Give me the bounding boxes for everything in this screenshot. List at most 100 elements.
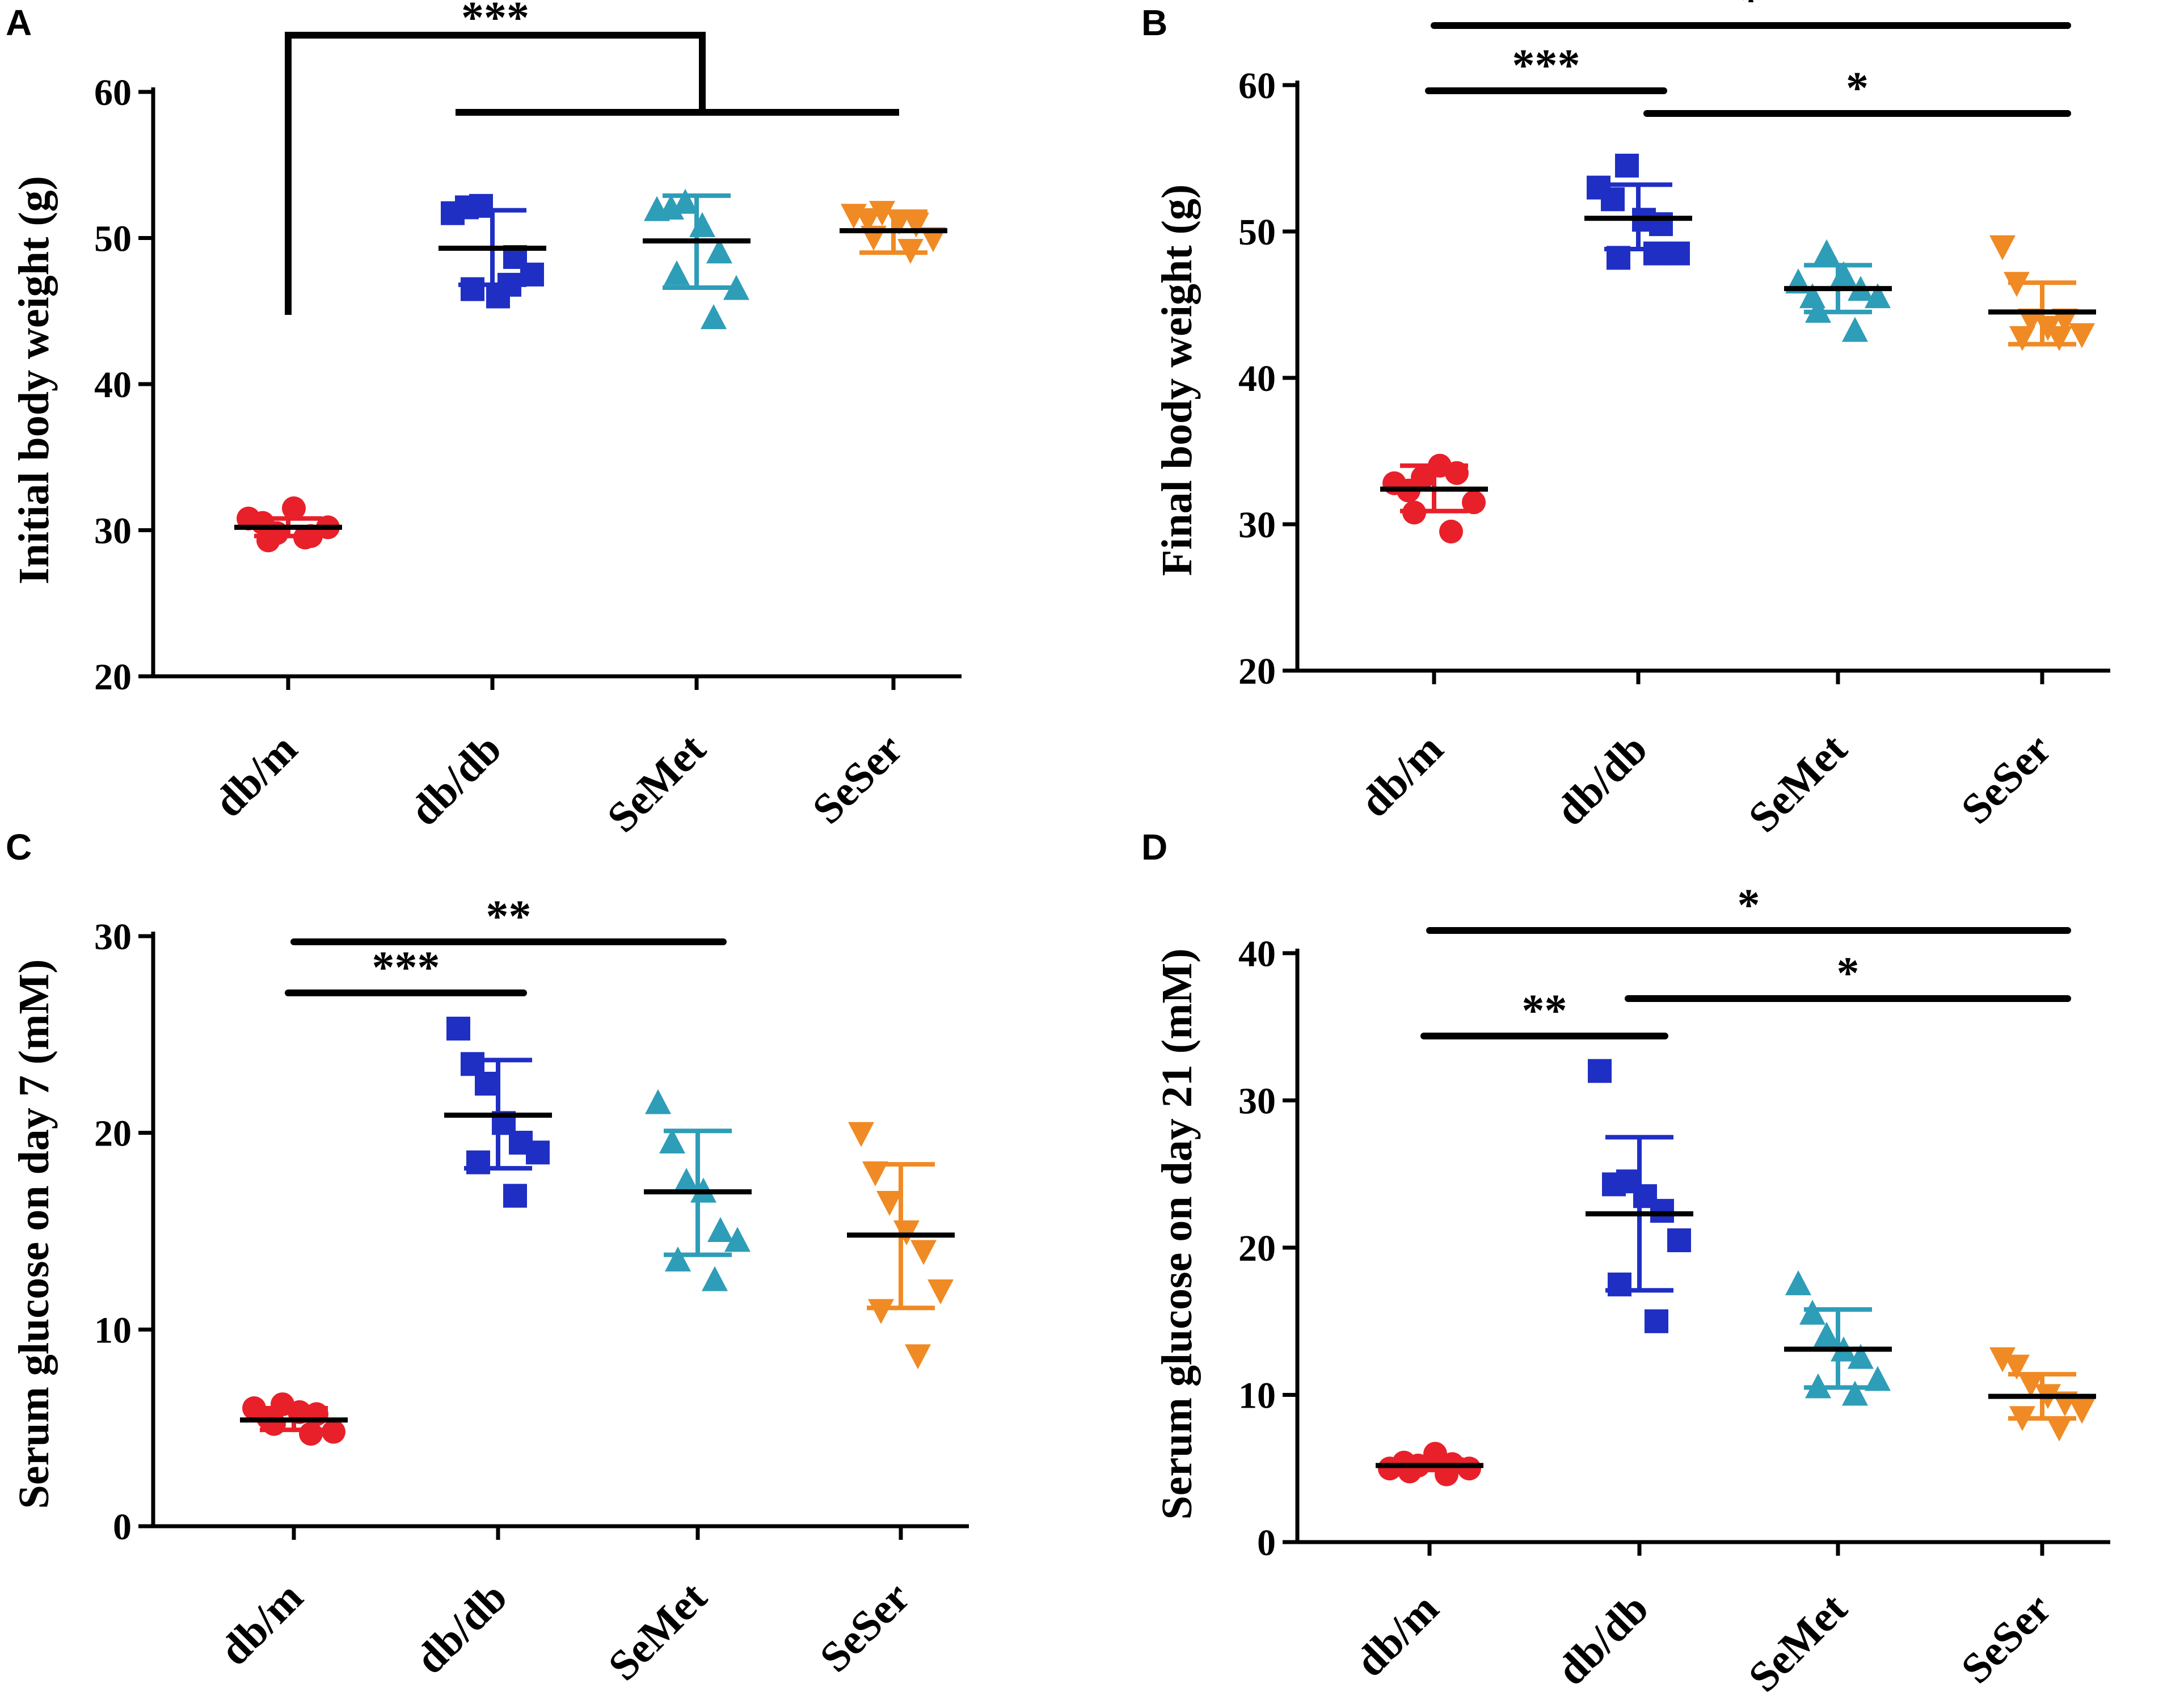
data-point [1989,235,2016,260]
data-point [2052,308,2078,334]
x-tick-label: SeMet [599,1573,716,1690]
data-point [2018,1372,2044,1397]
y-tick-label: 30 [94,916,132,958]
panel-letter-b: B [1141,2,1167,43]
data-point [469,193,493,218]
data-point [1462,490,1486,515]
data-point [1457,1456,1481,1481]
data-point [1601,187,1625,212]
data-point [1842,317,1868,342]
data-point [855,208,881,234]
data-point [910,1240,937,1265]
significance-annotations: *** [285,0,899,315]
series-semet [1784,1270,1892,1406]
panel-a: 20 30 40 50 60 db/m db/db SeMet SeSer *** [94,0,962,841]
y-axis-label-a: Initial body weight (g) [10,176,58,584]
y-tick-label: 30 [1238,504,1276,546]
data-point [1439,519,1463,544]
data-point [2069,323,2095,348]
y-axis-label-b: Final body weight (g) [1153,184,1201,576]
y-tick-label: 60 [1238,65,1276,107]
data-point [672,188,698,214]
significance-label: * [1738,881,1760,930]
significance-label: *** [461,0,529,43]
data-point [299,1422,323,1446]
data-point [848,1122,874,1147]
data-point [862,1161,888,1186]
significance-annotations: ***** [1425,0,2071,117]
data-point [262,1412,286,1436]
data-point [659,1128,685,1153]
data-point [1666,241,1690,266]
data-point [2069,1399,2095,1424]
series-db-m [234,496,342,553]
y-tick-label: 0 [1257,1522,1276,1564]
significance-label: *** [372,943,440,993]
data-point [903,212,929,238]
x-tick-label: SeSer [1952,725,2060,833]
data-point [1799,1299,1825,1325]
data-point [322,1420,345,1444]
data-point [2009,326,2035,351]
data-point [2004,1354,2030,1380]
data-point [1785,1270,1811,1295]
series-db-db [1584,153,1692,270]
series-seser [1988,1347,2096,1442]
data-point [707,1217,733,1242]
y-tick-label: 10 [94,1309,132,1351]
y-tick-label: 60 [94,72,132,113]
data-point [905,1344,931,1370]
y-tick-label: 20 [1238,651,1276,692]
significance-label: ** [1522,986,1567,1036]
data-point [446,1016,470,1041]
data-point [520,262,544,287]
data-point [282,496,306,520]
y-tick-label: 50 [94,218,132,260]
series-seser [847,1122,955,1370]
data-point [1588,1059,1612,1083]
data-point [664,260,690,285]
data-point [665,1247,691,1271]
data-point [1608,1272,1631,1296]
data-point [701,304,727,330]
significance-bracket [285,32,706,315]
data-point [1848,1344,1874,1369]
series-db-m [1376,1442,1483,1487]
data-point [475,1072,499,1096]
y-tick-label: 40 [94,364,132,406]
data-point [645,1089,671,1114]
y-tick-label: 0 [113,1506,132,1548]
series-semet [644,1089,752,1291]
data-point [927,1279,954,1304]
data-point [876,1191,903,1216]
data-point [689,212,715,237]
y-tick-label: 20 [1238,1228,1276,1269]
data-point [1814,1321,1840,1347]
data-point [702,1266,728,1291]
x-tick-label: SeSer [811,1573,919,1682]
x-tick-label: db/m [205,725,306,827]
x-tick-label: db/m [1346,1585,1448,1686]
data-point [706,238,732,264]
data-point [868,1299,894,1324]
significance-annotations: ***** [285,892,727,996]
data-point [920,227,946,252]
data-point [1989,1347,2016,1372]
data-point [723,275,749,300]
y-tick-label: 50 [1238,212,1276,253]
x-tick-label: SeSer [1952,1585,2060,1693]
data-point [2046,326,2072,351]
y-axis-label-c: Serum glucose on day 7 (mM) [10,959,58,1509]
series-db-db [444,1016,552,1208]
significance-label: *** [1512,41,1580,91]
data-point [1615,153,1639,178]
y-tick-label: 20 [94,656,132,698]
series-semet [643,188,751,330]
data-point [2018,308,2044,334]
series-db-m [240,1392,348,1446]
significance-label: * [1846,64,1869,113]
